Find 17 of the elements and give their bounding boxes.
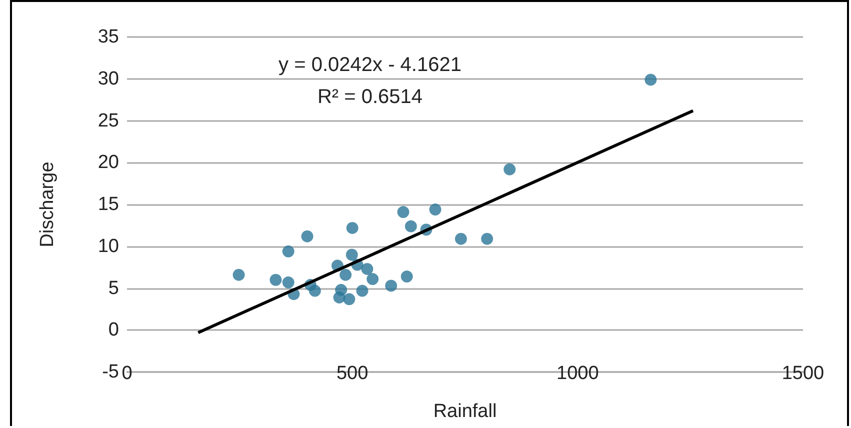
y-tick-label: 20 (98, 152, 119, 174)
annotation: R² = 0.6514 (317, 86, 423, 108)
annotation: y = 0.0242x - 4.1621 (278, 54, 462, 76)
x-tick-label: 1500 (782, 363, 824, 384)
y-tick-label: 0 (108, 320, 119, 341)
y-tick-label: 25 (98, 110, 119, 132)
y-tick-label: 35 (98, 26, 119, 48)
y-tick-label: 10 (98, 236, 119, 257)
x-tick-label: 500 (336, 363, 368, 384)
y-tick-label: 15 (98, 194, 119, 215)
y-tick-label: -5 (102, 362, 119, 382)
y-axis-title: Discharge (37, 162, 58, 248)
y-tick-label: 30 (98, 68, 119, 90)
x-axis-title: Rainfall (433, 401, 497, 422)
x-tick-label: 0 (122, 363, 132, 384)
x-tick-label: 1000 (556, 363, 599, 384)
y-tick-label: 5 (108, 278, 119, 299)
